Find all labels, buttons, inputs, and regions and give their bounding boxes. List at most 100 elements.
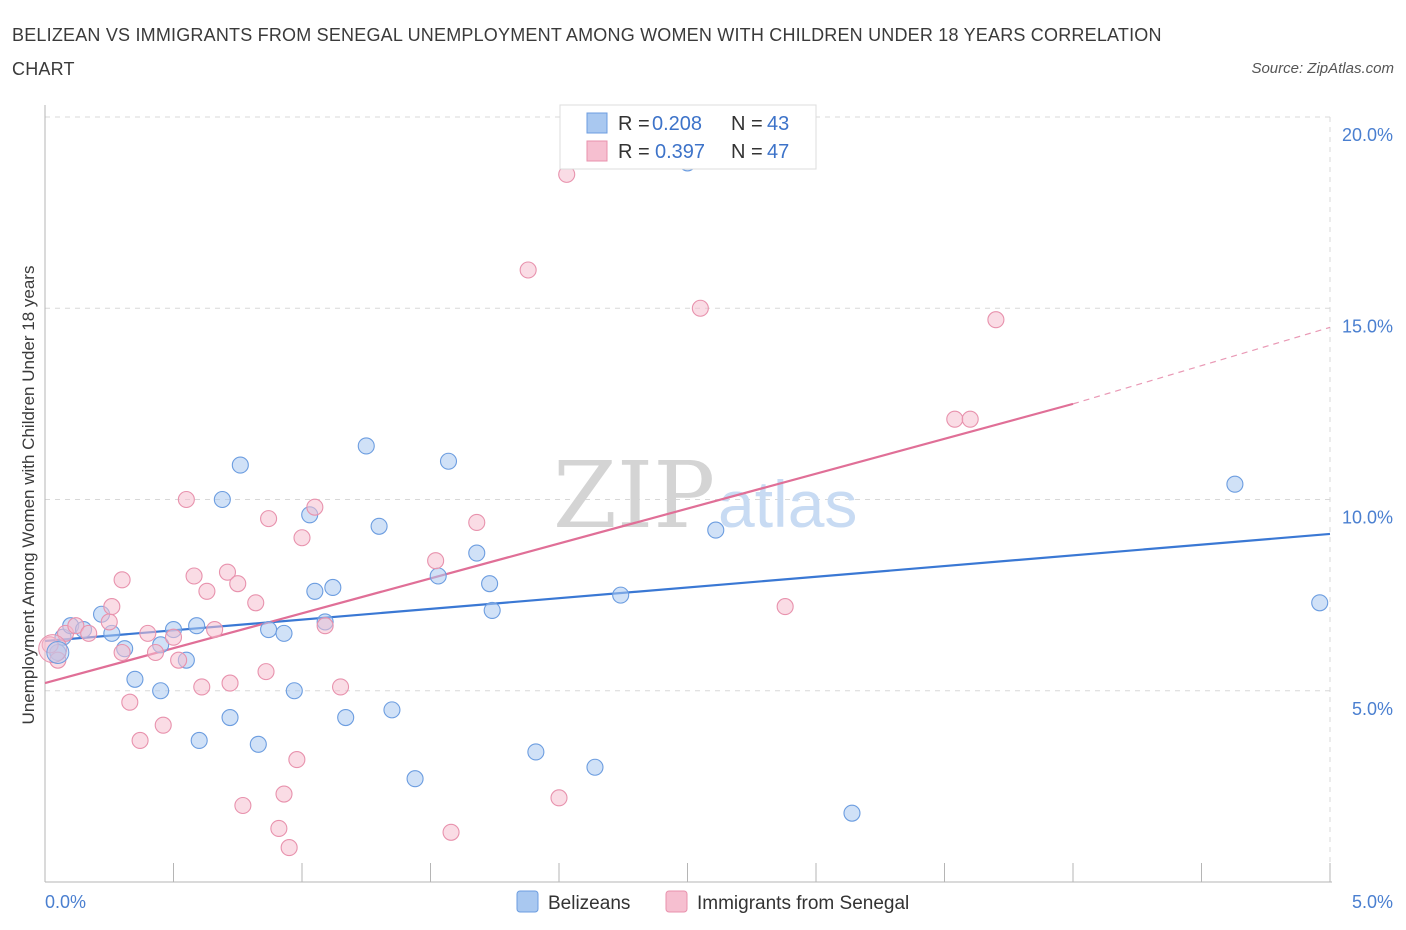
- axes-layer: 5.0% 10.0% 15.0% 20.0% 0.0% 5.0%: [44, 105, 1393, 912]
- point-senegal: [121, 693, 139, 711]
- point-senegal: [288, 751, 306, 769]
- point-senegal: [280, 839, 298, 857]
- point-senegal: [100, 613, 118, 631]
- legend-n-label-2: N =: [731, 141, 763, 163]
- point-senegal: [234, 796, 252, 815]
- point-senegal: [316, 617, 334, 635]
- point-belizeans: [337, 708, 355, 727]
- series-legend-swatch-belizeans: [516, 890, 539, 913]
- point-senegal: [154, 716, 172, 734]
- point-belizeans: [285, 682, 303, 700]
- point-belizeans: [231, 456, 249, 474]
- point-senegal: [229, 575, 247, 593]
- point-belizeans: [306, 582, 324, 600]
- legend-r-value-2: 0.397: [655, 141, 705, 163]
- point-senegal: [260, 510, 278, 528]
- point-senegal: [691, 299, 709, 317]
- trend-line-senegal-extension: [1072, 326, 1331, 405]
- point-senegal: [177, 490, 195, 509]
- point-senegal: [550, 789, 568, 807]
- point-senegal: [80, 624, 98, 642]
- source-label: Source: ZipAtlas.com: [1251, 60, 1394, 77]
- point-senegal: [164, 628, 183, 646]
- series-legend-swatch-senegal: [665, 890, 688, 913]
- point-senegal: [293, 529, 311, 547]
- point-senegal: [275, 785, 293, 803]
- point-senegal: [185, 567, 203, 585]
- legend-r-value-1: 0.208: [652, 113, 702, 135]
- point-senegal: [270, 819, 288, 838]
- point-senegal: [218, 563, 237, 581]
- point-belizeans: [190, 731, 208, 750]
- legend-n-value-1: 43: [767, 113, 789, 135]
- chart-title: BELIZEAN VS IMMIGRANTS FROM SENEGAL UNEM…: [12, 25, 1162, 79]
- point-belizeans: [275, 624, 293, 642]
- watermark-zip: ZIP: [553, 442, 715, 549]
- point-belizeans: [527, 743, 545, 761]
- point-belizeans: [213, 490, 231, 509]
- point-belizeans: [324, 578, 342, 597]
- point-belizeans-cluster: [46, 641, 70, 664]
- point-belizeans: [1311, 594, 1329, 612]
- legend-swatch-belizeans: [586, 112, 608, 134]
- point-senegal: [987, 311, 1005, 329]
- legend-n-label-1: N =: [731, 113, 763, 135]
- point-belizeans: [383, 701, 401, 719]
- point-belizeans: [357, 437, 375, 455]
- point-senegal: [113, 571, 131, 589]
- legend-r-label-1: R =: [618, 113, 650, 135]
- y-tick-label: 5.0%: [1352, 699, 1393, 719]
- point-senegal: [206, 620, 224, 639]
- point-belizeans: [260, 620, 278, 639]
- correlation-legend: R = 0.208 N = 43 R = 0.397 N = 47: [559, 104, 817, 170]
- point-belizeans: [483, 601, 501, 619]
- point-belizeans: [429, 567, 447, 585]
- point-senegal: [193, 678, 211, 696]
- series-legend-label-belizeans: Belizeans: [548, 893, 630, 914]
- x-tick-label: 0.0%: [45, 892, 86, 912]
- y-tick-label: 10.0%: [1342, 508, 1393, 528]
- point-belizeans: [406, 770, 424, 788]
- point-belizeans: [586, 758, 604, 776]
- y-axis-label: Unemployment Among Women with Children U…: [19, 266, 38, 725]
- y-tick-label: 20.0%: [1342, 125, 1393, 145]
- point-senegal: [468, 513, 486, 532]
- point-senegal: [221, 674, 239, 692]
- point-senegal: [331, 678, 350, 696]
- trend-line-belizeans: [44, 532, 1331, 643]
- point-belizeans: [249, 735, 267, 753]
- point-belizeans: [468, 544, 486, 562]
- point-senegal: [776, 598, 794, 616]
- series-legend: Belizeans Immigrants from Senegal: [516, 890, 909, 914]
- point-belizeans: [221, 708, 239, 727]
- watermark: ZIP atlas: [553, 442, 857, 549]
- watermark-atlas: atlas: [718, 467, 857, 541]
- point-senegal: [67, 617, 85, 635]
- point-senegal: [170, 651, 188, 669]
- point-belizeans: [481, 575, 499, 593]
- point-senegal: [198, 582, 216, 600]
- point-senegal: [257, 663, 275, 681]
- point-belizeans: [1226, 475, 1244, 493]
- point-senegal: [131, 731, 149, 750]
- series-legend-label-senegal: Immigrants from Senegal: [697, 893, 909, 914]
- point-belizeans: [152, 682, 170, 700]
- point-senegal: [306, 498, 324, 516]
- point-senegal: [961, 410, 979, 428]
- point-senegal: [146, 643, 165, 662]
- point-senegal: [247, 594, 265, 612]
- point-belizeans: [612, 586, 630, 604]
- x-tick-label: 5.0%: [1352, 892, 1393, 912]
- legend-n-value-2: 47: [767, 141, 789, 163]
- point-belizeans: [126, 670, 144, 688]
- point-belizeans: [188, 617, 206, 635]
- point-senegal: [519, 261, 537, 279]
- point-senegal: [139, 624, 157, 642]
- point-senegal: [113, 643, 131, 662]
- point-belizeans: [370, 517, 388, 535]
- points-layer: [38, 154, 1329, 857]
- point-senegal: [103, 598, 121, 616]
- point-senegal: [442, 823, 460, 841]
- legend-swatch-senegal: [586, 140, 608, 162]
